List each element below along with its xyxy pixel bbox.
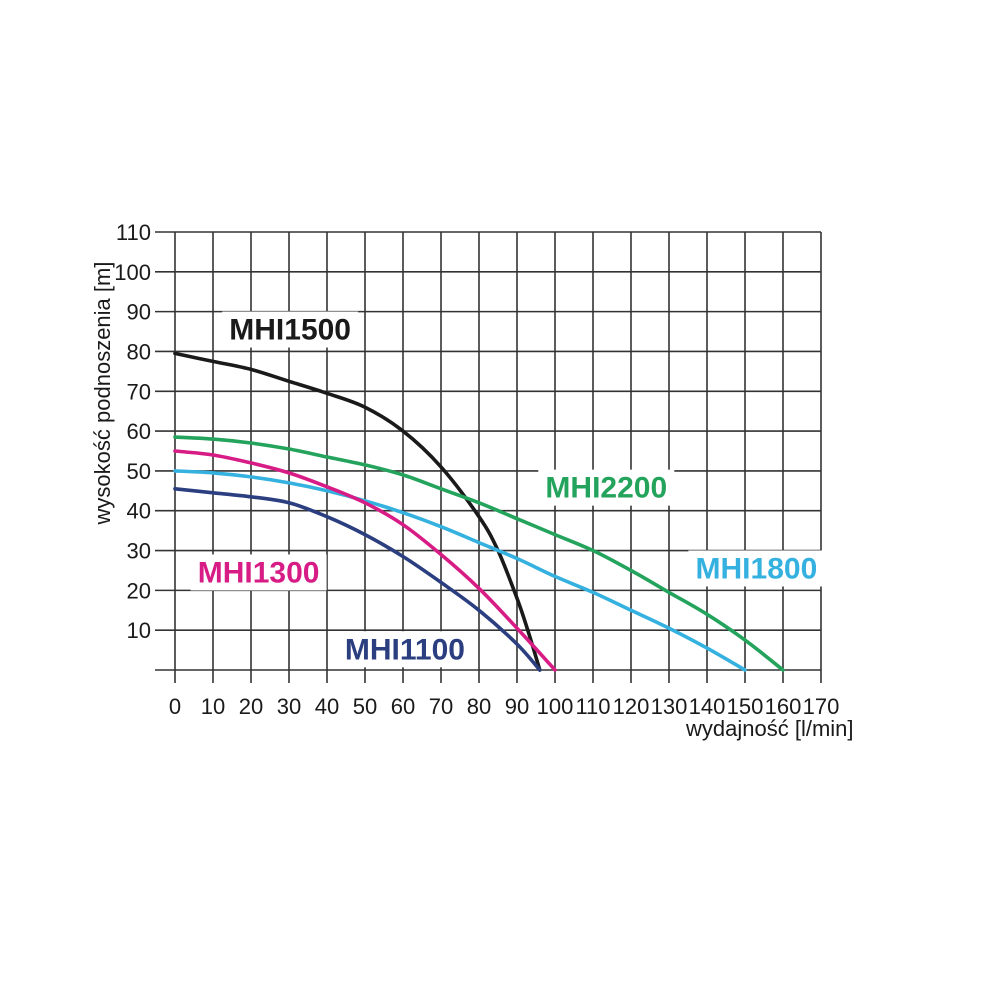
series-label-bg (538, 469, 675, 506)
series-label-bg (222, 311, 359, 348)
x-axis-title: wydajność [l/min] (686, 716, 854, 741)
y-tick-label: 10 (127, 618, 151, 643)
curve-MHI1100 (173, 487, 542, 672)
x-tick-label: 140 (689, 694, 726, 719)
series-label-MHI1300: MHI1300 (190, 554, 327, 591)
series-label-text: MHI1500 (229, 314, 351, 347)
y-tick-label: 50 (127, 459, 151, 484)
x-tick-label: 130 (651, 694, 688, 719)
curve-MHI1800 (173, 469, 747, 672)
x-tick-label: 100 (537, 694, 574, 719)
y-tick-label: 60 (127, 419, 151, 444)
series-label-MHI1100: MHI1100 (336, 631, 473, 668)
y-tick-label: 70 (127, 379, 151, 404)
x-tick-label: 50 (353, 694, 377, 719)
y-tick-label: 20 (127, 578, 151, 603)
y-tick-label: 80 (127, 339, 151, 364)
x-tick-label: 170 (803, 694, 840, 719)
series-label-text: MHI1100 (345, 633, 465, 666)
grid (155, 231, 822, 683)
series-label-MHI2200: MHI2200 (538, 469, 675, 506)
x-tick-label: 150 (727, 694, 764, 719)
x-tick-label: 60 (391, 694, 415, 719)
x-tick-label: 30 (277, 694, 301, 719)
series-label-text: MHI2200 (545, 472, 667, 505)
curve-MHI1500 (173, 351, 542, 672)
y-tick-label: 40 (127, 499, 151, 524)
x-tick-label: 160 (765, 694, 802, 719)
y-tick-label: 100 (114, 260, 151, 285)
x-tick-label: 10 (201, 694, 225, 719)
series-label-text: MHI1800 (696, 552, 818, 585)
series-label-bg (190, 554, 327, 591)
y-tick-label: 110 (116, 220, 151, 245)
y-axis-title: wysokość podnoszenia [m] (90, 261, 115, 525)
series-label-bg (688, 550, 825, 587)
x-tick-label: 80 (467, 694, 491, 719)
y-tick-label: 90 (127, 300, 151, 325)
x-tick-label: 110 (575, 694, 610, 719)
tick-labels: 0 10 20 30 40 50 60 70 80 90 100 110 120 130 140 150 160… (114, 220, 839, 719)
x-tick-label: 20 (239, 694, 263, 719)
x-tick-label: 0 (169, 694, 181, 719)
x-tick-label: 90 (505, 694, 529, 719)
series-label-bg (336, 631, 473, 668)
y-tick-label: 30 (127, 539, 151, 564)
series-label-MHI1800: MHI1800 (688, 550, 825, 587)
x-tick-label: 70 (429, 694, 453, 719)
series-label-MHI1500: MHI1500 (222, 311, 359, 348)
curve-MHI1300 (173, 449, 557, 672)
curve-MHI2200 (173, 435, 785, 672)
series-label-text: MHI1300 (198, 556, 320, 589)
x-tick-label: 40 (315, 694, 339, 719)
x-tick-label: 120 (613, 694, 650, 719)
